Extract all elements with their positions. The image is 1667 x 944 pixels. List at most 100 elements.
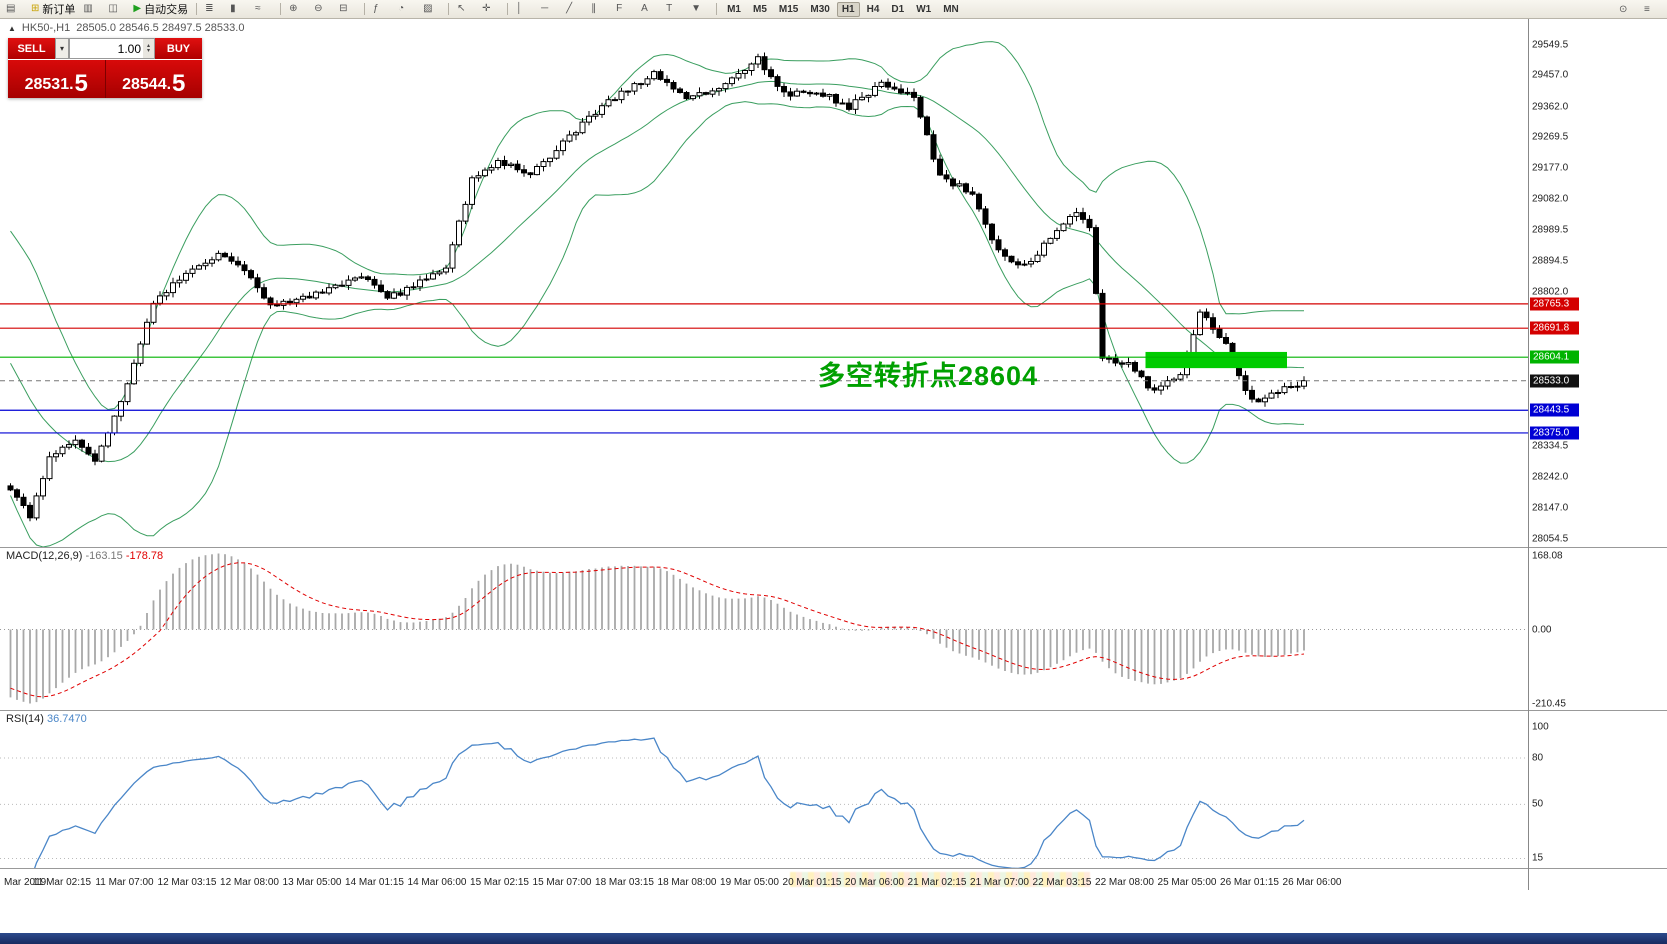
buy-price-big-digit: 5 [172, 70, 186, 97]
chart-symbol-period: HK50-,H1 [21, 22, 71, 34]
zoom-out-icon: ⊖ [314, 3, 323, 14]
cursor-icon[interactable]: ↖ [454, 1, 477, 18]
timeframe-h4-button[interactable]: H4 [866, 3, 880, 15]
timeframe-m30-button[interactable]: M30 [810, 3, 830, 15]
sell-button[interactable]: SELL [8, 38, 55, 59]
periods-icon: ◔ [398, 3, 405, 14]
candle-chart-icon[interactable]: ▮ [227, 1, 250, 18]
macd-main-value: -163.15 [85, 550, 123, 562]
crosshair-icon: ✛ [482, 3, 491, 14]
chart-ohlc-values: 28505.0 28546.5 28497.5 28533.0 [76, 22, 245, 34]
volume-field-wrap: ▴ ▾ [69, 38, 155, 59]
timeframe-h1-button[interactable]: H1 [836, 1, 860, 17]
charts-list-icon: ▥ [83, 3, 93, 14]
tile-windows-icon[interactable]: ⊟ [336, 1, 359, 18]
toolbar-separator [448, 3, 450, 15]
buy-price-main: 28544. [122, 76, 172, 93]
template-icon: ▨ [423, 3, 433, 14]
profiles-icon[interactable]: ◫ [105, 1, 128, 18]
annotation-text: 多空转折点28604 [818, 361, 1039, 391]
buy-price-button[interactable]: 28544. 5 [105, 60, 202, 98]
profiles-icon: ◫ [108, 3, 118, 14]
chevron-down-icon: ▾ [59, 44, 64, 53]
tile-windows-icon: ⊟ [339, 3, 348, 14]
watermark [790, 872, 1090, 887]
template-icon[interactable]: ▨ [420, 1, 443, 18]
trendline-icon[interactable]: ╱ [563, 1, 586, 18]
horizontal-line-icon: ─ [541, 3, 549, 14]
macd-signal-value: -178.78 [125, 550, 164, 562]
timeframe-w1-button[interactable]: W1 [916, 3, 932, 15]
zoom-in-icon: ⊕ [289, 3, 298, 14]
channel-icon[interactable]: ∥ [588, 1, 611, 18]
bar-chart-icon[interactable]: ≣ [202, 1, 225, 18]
crosshair-icon[interactable]: ✛ [479, 1, 502, 18]
volume-spinner[interactable]: ▴ ▾ [143, 39, 154, 58]
autotrade-button[interactable]: ▶ 自动交易 [130, 1, 191, 18]
line-chart-icon: ≈ [255, 3, 261, 14]
one-click-trading-panel: SELL ▾ ▴ ▾ BUY 28531. 5 28544. 5 [8, 38, 202, 98]
toolbar-separator [280, 3, 282, 15]
vertical-line-icon[interactable]: │ [513, 1, 536, 18]
volume-dropdown[interactable]: ▾ [55, 38, 69, 59]
spinner-down-icon[interactable]: ▾ [146, 47, 150, 54]
collapse-triangle-icon[interactable]: ▲ [8, 23, 16, 33]
fibonacci-icon[interactable]: F [613, 1, 636, 18]
sell-price-main: 28531. [24, 76, 74, 93]
macd-indicator-name: MACD(12,26,9) [6, 550, 83, 562]
timeframe-mn-button[interactable]: MN [943, 3, 959, 15]
trendline-icon: ╱ [566, 3, 573, 14]
vertical-line-icon: │ [516, 3, 523, 14]
toolbar-right-group: ⊙ ≡ [1616, 1, 1664, 18]
zoom-tool-icon[interactable]: ⊙ [1619, 3, 1628, 15]
trade-panel-price-row: 28531. 5 28544. 5 [8, 60, 202, 98]
taskbar-strip [0, 933, 1667, 944]
toolbar: ▤ ⊞ 新订单 ▥ ◫ ▶ 自动交易 ≣ ▮ ≈ ⊕ ⊖ ⊟ ƒ ◔ ▨ ↖ ✛ │ ─ ╱ ∥ F A T ▼ M1 M5 M15 M3… [0, 0, 1667, 19]
timeframe-d1-button[interactable]: D1 [891, 3, 905, 15]
timeframe-m5-button[interactable]: M5 [753, 3, 767, 15]
arrow-objects-icon: ▼ [691, 3, 701, 14]
charts-list-icon[interactable]: ▥ [80, 1, 103, 18]
toolbar-separator [364, 3, 366, 15]
rsi-label: RSI(14) 36.7470 [6, 713, 87, 725]
label-icon[interactable]: T [663, 1, 686, 18]
toolbar-separator [196, 3, 198, 15]
indicators-icon: ƒ [373, 3, 379, 14]
sell-price-button[interactable]: 28531. 5 [8, 60, 106, 98]
line-chart-icon[interactable]: ≈ [252, 1, 275, 18]
bar-chart-icon: ≣ [205, 3, 214, 14]
timeframe-m1-button[interactable]: M1 [727, 3, 741, 15]
text-icon[interactable]: A [638, 1, 661, 18]
rsi-indicator-name: RSI(14) [6, 713, 44, 725]
zoom-out-icon[interactable]: ⊖ [311, 1, 334, 18]
channel-icon: ∥ [591, 3, 597, 14]
indicators-icon[interactable]: ƒ [370, 1, 393, 18]
candle-chart-icon: ▮ [230, 3, 236, 14]
new-order-icon: ⊞ [31, 3, 40, 14]
text-icon: A [641, 3, 648, 14]
trade-panel-top-row: SELL ▾ ▴ ▾ BUY [8, 38, 202, 59]
sell-price-big-digit: 5 [74, 70, 88, 97]
toolbar-separator [716, 3, 718, 15]
zoom-in-icon[interactable]: ⊕ [286, 1, 309, 18]
autotrade-icon: ▶ [133, 3, 142, 14]
new-chart-icon: ▤ [6, 3, 16, 14]
arrow-objects-icon[interactable]: ▼ [688, 1, 711, 18]
horizontal-line-icon[interactable]: ─ [538, 1, 561, 18]
volume-input[interactable] [69, 38, 155, 59]
toolbar-separator [507, 3, 509, 15]
periods-icon[interactable]: ◔ [395, 1, 418, 18]
autotrade-button-label: 自动交易 [144, 4, 189, 16]
timeframe-m15-button[interactable]: M15 [778, 3, 799, 15]
cursor-icon: ↖ [457, 3, 466, 14]
menu-icon[interactable]: ≡ [1644, 3, 1650, 15]
new-order-button-label: 新订单 [42, 4, 76, 16]
buy-button[interactable]: BUY [155, 38, 202, 59]
spinner-up-icon[interactable]: ▴ [146, 42, 150, 49]
chart-header: ▲ HK50-,H1 28505.0 28546.5 28497.5 28533… [8, 22, 244, 34]
fibonacci-icon: F [616, 3, 623, 14]
new-order-button[interactable]: ⊞ 新订单 [28, 1, 78, 18]
new-chart-icon[interactable]: ▤ [3, 1, 26, 18]
